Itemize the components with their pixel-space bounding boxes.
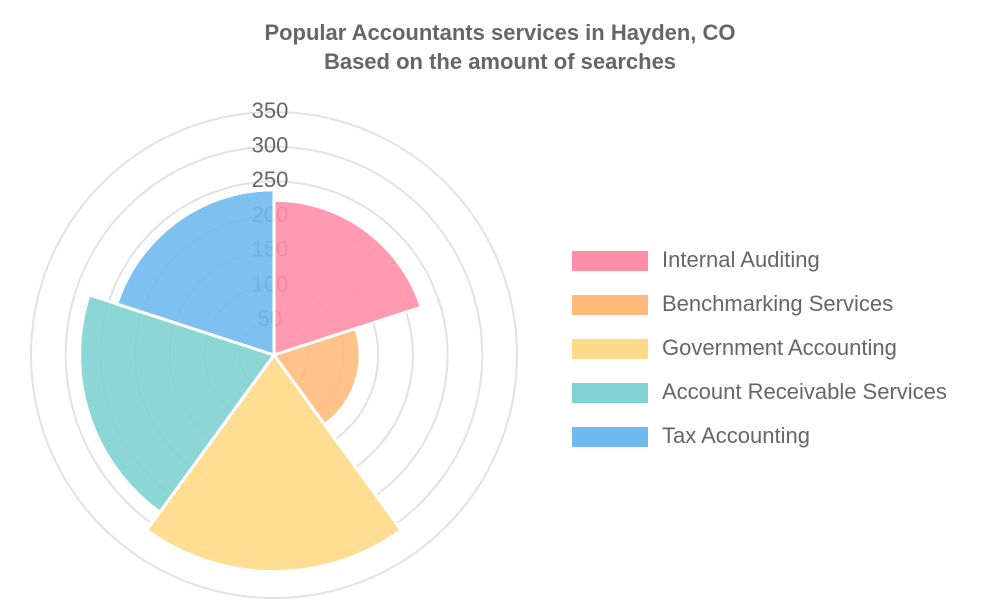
polar-segment bbox=[272, 198, 424, 358]
legend-swatch bbox=[572, 251, 648, 271]
legend-label: Account Receivable Services bbox=[662, 379, 947, 404]
legend-swatch bbox=[572, 383, 648, 403]
legend-label: Benchmarking Services bbox=[662, 291, 893, 316]
r-tick-label: 300 bbox=[252, 133, 289, 158]
r-tick-label: 350 bbox=[252, 98, 289, 123]
polar-segment bbox=[114, 188, 276, 358]
polar-segment bbox=[271, 326, 362, 427]
legend-swatch bbox=[572, 427, 648, 447]
legend-swatch bbox=[572, 295, 648, 315]
grid-circle bbox=[30, 111, 518, 599]
chart-subtitle: Based on the amount of searches bbox=[324, 49, 676, 74]
polar-segment bbox=[144, 352, 404, 574]
legend-label: Tax Accounting bbox=[662, 423, 810, 448]
polar-segment bbox=[78, 293, 277, 515]
legend-swatch bbox=[572, 339, 648, 359]
chart-title: Popular Accountants services in Hayden, … bbox=[264, 20, 735, 45]
legend-label: Government Accounting bbox=[662, 335, 897, 360]
legend-label: Internal Auditing bbox=[662, 247, 820, 272]
r-tick-label: 250 bbox=[252, 167, 289, 192]
